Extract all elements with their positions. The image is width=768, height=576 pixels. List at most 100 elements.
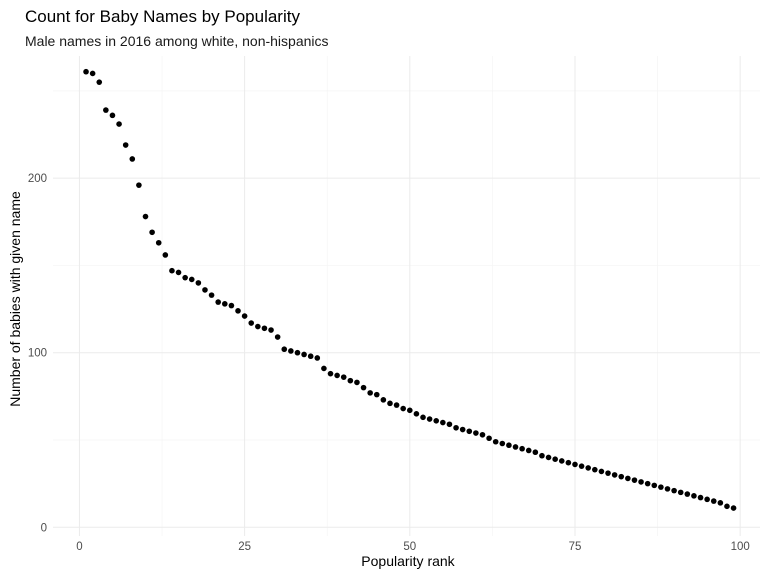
data-point xyxy=(334,372,340,379)
data-point xyxy=(710,498,717,504)
data-point xyxy=(248,320,255,326)
data-point xyxy=(221,301,228,307)
y-tick-label: 200 xyxy=(28,173,47,185)
data-point xyxy=(360,384,367,391)
data-point xyxy=(572,461,578,468)
data-point xyxy=(585,465,592,471)
data-point xyxy=(122,142,129,148)
x-tick-label: 25 xyxy=(238,541,251,553)
y-axis-label: Number of babies with given name xyxy=(7,191,23,407)
data-point xyxy=(373,391,380,398)
grid xyxy=(53,56,760,536)
data-point xyxy=(671,487,677,494)
data-point xyxy=(426,416,433,422)
data-point xyxy=(89,70,96,77)
data-point xyxy=(380,397,387,403)
data-point xyxy=(691,493,697,499)
data-point xyxy=(598,468,605,475)
data-point xyxy=(539,452,545,459)
data-point xyxy=(321,365,327,372)
data-point xyxy=(268,327,274,333)
data-point xyxy=(433,418,440,424)
data-point xyxy=(658,484,664,490)
data-point xyxy=(651,482,658,489)
data-point xyxy=(149,229,155,236)
data-point xyxy=(215,299,221,305)
data-point xyxy=(195,280,202,286)
data-point xyxy=(499,440,506,447)
data-point xyxy=(387,400,393,407)
data-point xyxy=(314,355,321,361)
data-point xyxy=(512,444,519,450)
data-point xyxy=(103,107,109,113)
data-point xyxy=(367,390,373,396)
data-point xyxy=(288,348,294,354)
data-point xyxy=(420,414,426,421)
data-point xyxy=(208,292,215,298)
data-point xyxy=(578,463,585,469)
data-point xyxy=(96,79,103,85)
data-point xyxy=(340,374,347,380)
data-point xyxy=(492,438,499,445)
data-point xyxy=(175,269,182,276)
data-point xyxy=(459,426,466,433)
data-point xyxy=(473,430,479,436)
data-point xyxy=(109,112,116,119)
data-point xyxy=(235,308,241,314)
data-point xyxy=(545,454,552,461)
data-point xyxy=(558,458,565,464)
data-point xyxy=(506,442,512,449)
y-axis-ticks: 0 100 200 xyxy=(28,173,47,534)
data-point xyxy=(446,421,453,428)
data-point xyxy=(677,489,684,496)
data-point xyxy=(202,287,208,293)
x-axis-label: Popularity rank xyxy=(361,553,455,569)
data-point xyxy=(440,419,446,426)
data-point xyxy=(479,431,486,438)
data-point xyxy=(301,351,307,358)
data-point xyxy=(169,267,175,274)
data-point xyxy=(625,475,631,482)
data-point xyxy=(730,505,737,511)
data-point xyxy=(611,472,618,478)
data-point xyxy=(188,276,195,283)
data-point xyxy=(281,346,288,353)
data-point xyxy=(519,445,525,452)
data-point xyxy=(532,449,539,456)
x-tick-label: 75 xyxy=(569,541,582,553)
data-point xyxy=(182,274,188,281)
data-point xyxy=(486,435,492,442)
y-tick-label: 0 xyxy=(41,522,47,534)
data-point xyxy=(393,402,400,408)
data-point xyxy=(136,182,142,188)
data-point xyxy=(724,503,730,510)
data-point xyxy=(697,494,704,501)
data-point xyxy=(717,500,724,506)
data-point xyxy=(129,156,136,162)
data-point xyxy=(142,213,149,220)
data-point xyxy=(605,470,611,476)
data-point xyxy=(327,370,334,377)
data-point xyxy=(618,473,625,480)
data-point xyxy=(684,491,691,497)
data-point xyxy=(400,405,406,412)
data-point xyxy=(552,456,558,463)
data-point xyxy=(274,334,281,340)
data-point xyxy=(241,313,248,319)
data-points xyxy=(83,68,737,511)
y-tick-label: 100 xyxy=(28,348,47,360)
data-point xyxy=(294,349,301,356)
data-point xyxy=(155,239,162,246)
x-tick-label: 0 xyxy=(76,541,82,553)
data-point xyxy=(413,411,420,417)
data-point xyxy=(644,480,651,487)
data-point xyxy=(307,353,314,360)
data-point xyxy=(704,496,710,503)
data-point xyxy=(83,68,89,75)
data-point xyxy=(228,302,235,309)
data-point xyxy=(638,479,644,485)
data-point xyxy=(631,477,638,483)
data-point xyxy=(347,377,354,384)
data-point xyxy=(466,428,473,435)
